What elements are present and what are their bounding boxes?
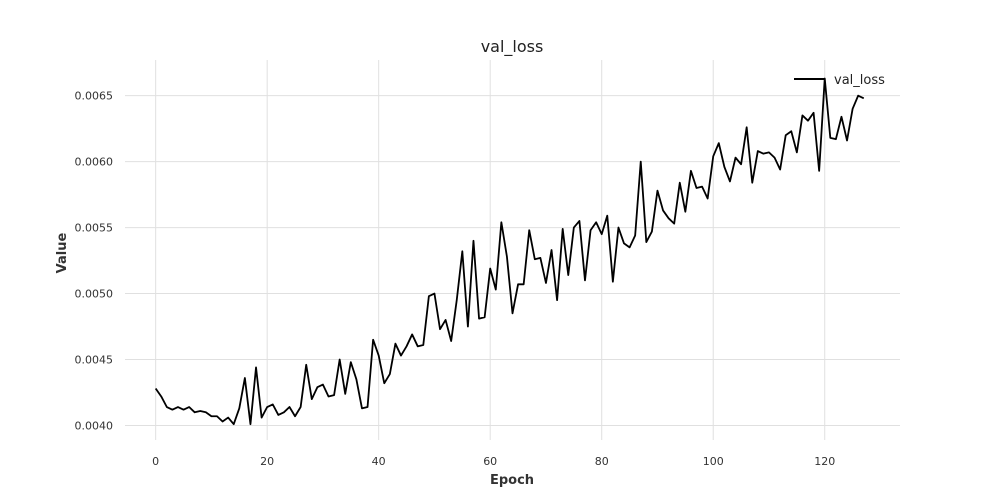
x-tick-label: 0 [152, 455, 159, 468]
y-tick-label: 0.0050 [75, 288, 114, 301]
y-tick-label: 0.0065 [75, 90, 114, 103]
y-tick-label: 0.0055 [75, 222, 114, 235]
y-axis-label: Value [55, 232, 70, 273]
x-tick-label: 20 [260, 455, 274, 468]
x-axis-ticks: 0 20 40 60 80 100 120 [152, 455, 835, 468]
y-tick-label: 0.0060 [75, 156, 114, 169]
series-line-0 [154, 77, 865, 426]
x-tick-label: 80 [595, 455, 609, 468]
y-axis-ticks: 0.0040 0.0045 0.0050 0.0055 0.0060 0.0065 [75, 90, 114, 433]
x-tick-label: 100 [703, 455, 724, 468]
x-tick-label: 60 [483, 455, 497, 468]
x-tick-label: 120 [814, 455, 835, 468]
y-tick-label: 0.0045 [75, 354, 114, 367]
chart-title: val_loss [481, 37, 544, 57]
legend: val_loss [794, 73, 885, 88]
series-lines [154, 77, 865, 426]
x-axis-label: Epoch [490, 473, 534, 488]
grid [125, 60, 900, 440]
y-tick-label: 0.0040 [75, 419, 114, 432]
x-tick-label: 40 [372, 455, 386, 468]
legend-label-val-loss: val_loss [834, 73, 885, 88]
